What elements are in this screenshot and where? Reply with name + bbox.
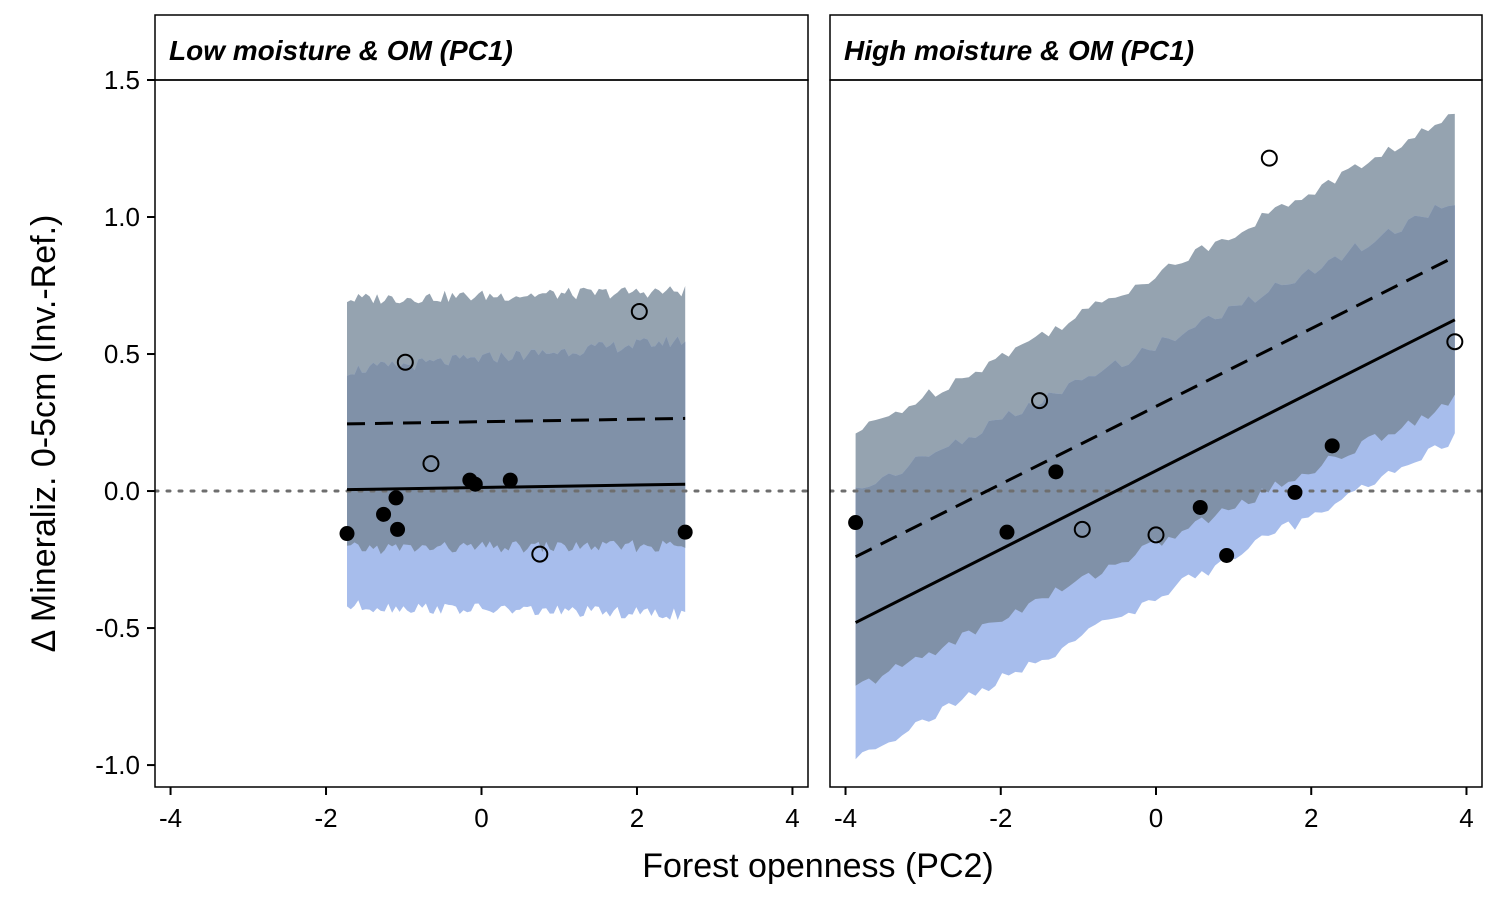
data-point-filled	[502, 472, 518, 488]
ribbon-overlap	[347, 336, 686, 555]
data-point-filled	[1192, 499, 1208, 515]
y-tick-label: -1.0	[95, 750, 140, 780]
x-tick-label: -4	[159, 803, 182, 833]
data-point-filled	[848, 515, 864, 531]
y-tick-label: 0.0	[104, 476, 140, 506]
plot-area	[155, 286, 808, 620]
data-point-filled	[1287, 484, 1303, 500]
facet-title: High moisture & OM (PC1)	[844, 35, 1194, 66]
data-point-open	[1031, 392, 1049, 410]
data-point-filled	[1219, 547, 1235, 563]
x-axis-title: Forest openness (PC2)	[642, 847, 994, 885]
fit-line-solid	[854, 318, 1456, 624]
data-point-open	[1073, 520, 1091, 538]
y-axis: 1.5 1.0 0.5 0.0 -0.5 -1.0	[95, 65, 155, 780]
y-tick-label: 1.0	[104, 202, 140, 232]
facet-title: Low moisture & OM (PC1)	[169, 35, 513, 66]
x-tick-label: 4	[1459, 803, 1473, 833]
x-tick-label: -2	[989, 803, 1012, 833]
fit-line-solid	[346, 482, 686, 492]
data-point-filled	[1048, 464, 1064, 480]
x-tick-label: 0	[1149, 803, 1163, 833]
x-tick-label: 2	[1304, 803, 1318, 833]
data-point-filled	[1324, 438, 1340, 454]
data-point-filled	[339, 526, 355, 542]
ribbon-overlap	[855, 204, 1455, 686]
data-point-filled	[376, 506, 392, 522]
y-tick-label: -0.5	[95, 613, 140, 643]
data-point-open	[1147, 526, 1165, 544]
x-tick-label: -4	[834, 803, 857, 833]
x-tick-label: -2	[314, 803, 337, 833]
data-point-open	[1260, 149, 1278, 167]
data-point-open	[630, 303, 648, 321]
facet-strip	[829, 14, 1483, 81]
y-axis-title: Δ Mineraliz. 0-5cm (Inv.-Ref.)	[25, 215, 63, 653]
x-tick-label: 0	[474, 803, 488, 833]
plot-area	[830, 113, 1482, 760]
fit-line-dashed	[346, 416, 686, 426]
x-tick-label: 2	[630, 803, 644, 833]
data-point-filled	[677, 524, 693, 540]
x-tick-label: 4	[785, 803, 799, 833]
y-tick-label: 0.5	[104, 339, 140, 369]
data-point-filled	[388, 490, 404, 506]
data-point-open	[396, 353, 414, 371]
data-point-filled	[467, 476, 483, 492]
data-point-open	[422, 455, 440, 473]
facet-panel-2: High moisture & OM (PC1) -4 -2 0 2 4	[829, 14, 1483, 833]
y-tick-label: 1.5	[104, 65, 140, 95]
data-point-open	[1446, 333, 1464, 351]
facet-panel-1: Low moisture & OM (PC1) -4 -2 0 2 4	[154, 14, 809, 833]
data-point-open	[531, 545, 549, 563]
data-point-filled	[999, 524, 1015, 540]
data-point-filled	[390, 521, 406, 537]
facet-strip	[154, 14, 809, 81]
